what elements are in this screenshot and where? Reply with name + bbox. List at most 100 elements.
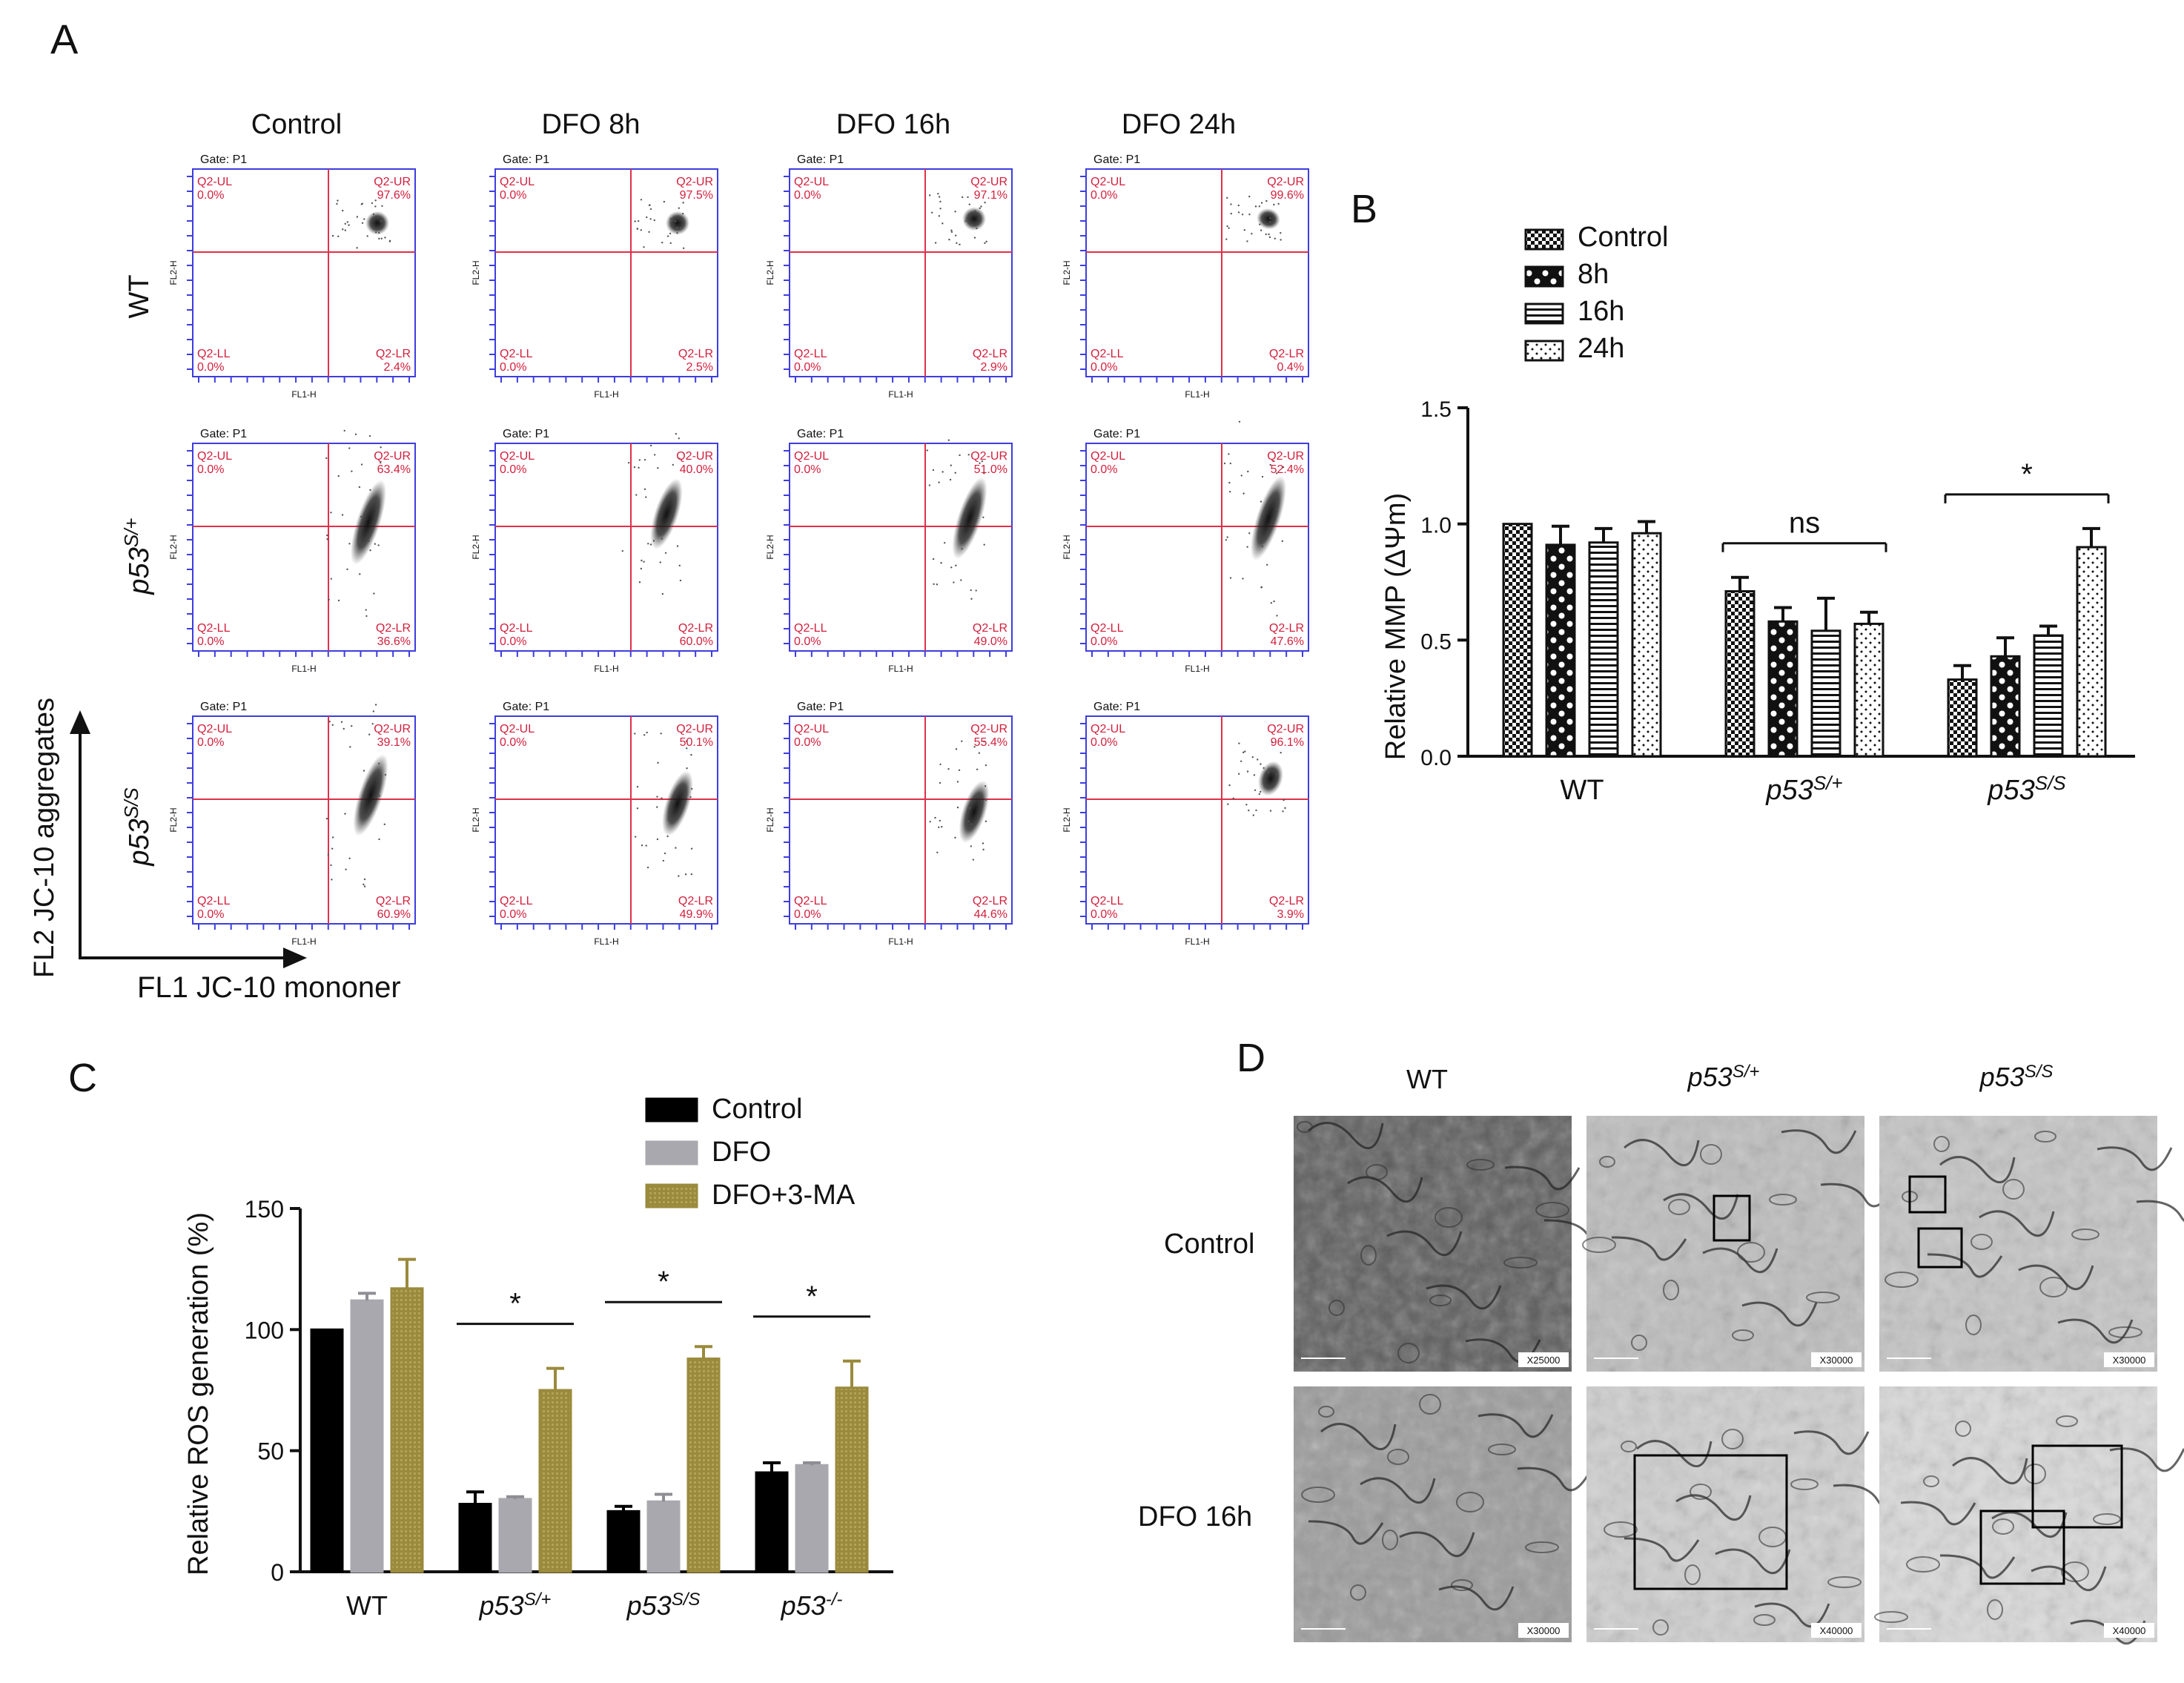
- b-y-axis-title: Relative MMP (ΔΨm): [1380, 493, 1412, 760]
- event-dot: [648, 204, 651, 206]
- event-dot: [388, 239, 391, 242]
- event-dot: [366, 235, 368, 237]
- membrane: [1702, 1247, 1778, 1274]
- flow-plot-r0-c0: Gate: P1Q2-UL0.0%Q2-UR97.6%Q2-LL0.0%Q2-L…: [168, 153, 416, 400]
- membrane: [1438, 1585, 1515, 1611]
- event-dot: [678, 875, 680, 877]
- q-lr-pct: 2.5%: [686, 361, 713, 374]
- vesicle: [1297, 1121, 1313, 1133]
- event-cluster: [666, 211, 689, 235]
- event-dot: [941, 825, 943, 828]
- membrane: [1624, 1139, 1700, 1167]
- legend-label: 24h: [1578, 333, 1624, 364]
- event-dot: [973, 237, 976, 239]
- q-ll-pct: 0.0%: [1091, 908, 1117, 921]
- q-ll-name: Q2-LL: [1091, 348, 1124, 360]
- event-dot: [983, 472, 985, 475]
- vesicle: [1535, 1202, 1569, 1218]
- event-dot: [361, 222, 364, 224]
- event-dot: [663, 200, 666, 203]
- event-dot: [972, 859, 975, 861]
- event-dot: [643, 458, 646, 461]
- vesicle: [2061, 1561, 2089, 1582]
- legend-label: DFO+3-MA: [712, 1180, 856, 1211]
- plot-y-label: FL2-H: [168, 535, 179, 559]
- event-dot: [984, 785, 987, 787]
- vesicle: [1668, 1199, 1690, 1215]
- event-dot: [331, 879, 333, 881]
- event-dot: [980, 205, 982, 208]
- vesicle: [1301, 1487, 1335, 1503]
- vesicle: [1884, 1272, 1919, 1288]
- event-dot: [970, 598, 973, 600]
- tem-image-r0-c2: X30000: [1879, 1116, 2184, 1372]
- event-dot: [960, 579, 962, 581]
- event-dot: [645, 844, 647, 847]
- plot-y-label: FL2-H: [765, 260, 775, 285]
- q-ur-name: Q2-UR: [1267, 176, 1304, 188]
- flow-plot-r1-c0: Gate: P1Q2-UL0.0%Q2-UR63.4%Q2-LL0.0%Q2-L…: [168, 428, 416, 674]
- membrane: [1360, 1477, 1436, 1504]
- event-dot: [985, 764, 987, 767]
- x-category-0-base: WT: [346, 1590, 388, 1621]
- vesicle: [1435, 1207, 1463, 1228]
- event-dot: [348, 224, 350, 226]
- event-dot: [976, 768, 979, 770]
- event-dot: [1277, 202, 1280, 205]
- event-dot: [958, 769, 961, 771]
- x-category-0-base: WT: [1560, 775, 1604, 806]
- q-lr-pct: 49.0%: [974, 635, 1007, 648]
- event-dot: [944, 541, 946, 544]
- x-category-3-sup: -/-: [826, 1590, 843, 1610]
- event-dot: [934, 242, 937, 244]
- event-dot: [1281, 540, 1284, 543]
- vesicle: [1970, 1234, 1993, 1250]
- q-lr-pct: 36.6%: [377, 635, 411, 648]
- event-dot: [354, 433, 357, 436]
- event-dot: [689, 796, 692, 798]
- flow-plot-r2-c1: Gate: P1Q2-UL0.0%Q2-UR50.1%Q2-LL0.0%Q2-L…: [471, 701, 718, 947]
- d-col-header-p53-s-s-sup: S/S: [2025, 1062, 2054, 1082]
- event-dot: [675, 433, 678, 435]
- event-dot: [330, 512, 332, 514]
- event-dot: [348, 447, 351, 449]
- event-dot: [653, 454, 656, 456]
- plot-frame: [192, 715, 416, 925]
- membrane: [1927, 1253, 2003, 1278]
- event-dot: [1258, 793, 1260, 796]
- membrane: [1741, 1301, 1818, 1327]
- event-dot: [380, 237, 383, 240]
- bar-Control-1: [458, 1503, 492, 1573]
- q-lr-pct: 3.9%: [1277, 908, 1304, 921]
- event-dot: [667, 819, 669, 821]
- event-dot: [346, 568, 348, 571]
- magnification-label: X30000: [1527, 1625, 1561, 1636]
- event-dot: [1241, 214, 1244, 216]
- plot-y-label: FL2-H: [765, 807, 775, 832]
- event-dot: [378, 795, 381, 797]
- q-ur-pct: 97.5%: [680, 189, 713, 202]
- vesicle: [1955, 1421, 1971, 1437]
- bar-8h-1: [1767, 620, 1799, 758]
- event-dot: [1238, 773, 1240, 776]
- event-dot: [646, 731, 648, 734]
- event-dot: [328, 721, 331, 723]
- highlight-box: [1713, 1194, 1751, 1242]
- membrane: [1504, 1165, 1581, 1191]
- event-dot: [636, 807, 639, 810]
- event-dot: [374, 231, 377, 234]
- col-header-dfo-24h: DFO 24h: [1122, 109, 1236, 140]
- event-dot: [1282, 810, 1284, 813]
- event-dot: [657, 761, 659, 764]
- event-dot: [1223, 462, 1226, 465]
- event-dot: [666, 835, 669, 838]
- plot-frame: [192, 443, 416, 652]
- magnification-box: [2104, 1352, 2154, 1367]
- event-dot: [325, 457, 328, 460]
- magnification-label: X25000: [1527, 1355, 1561, 1366]
- event-dot: [936, 583, 939, 586]
- event-dot: [956, 242, 958, 245]
- event-dot: [649, 444, 652, 447]
- gate-label: Gate: P1: [1093, 428, 1140, 440]
- q-ll-pct: 0.0%: [794, 635, 821, 648]
